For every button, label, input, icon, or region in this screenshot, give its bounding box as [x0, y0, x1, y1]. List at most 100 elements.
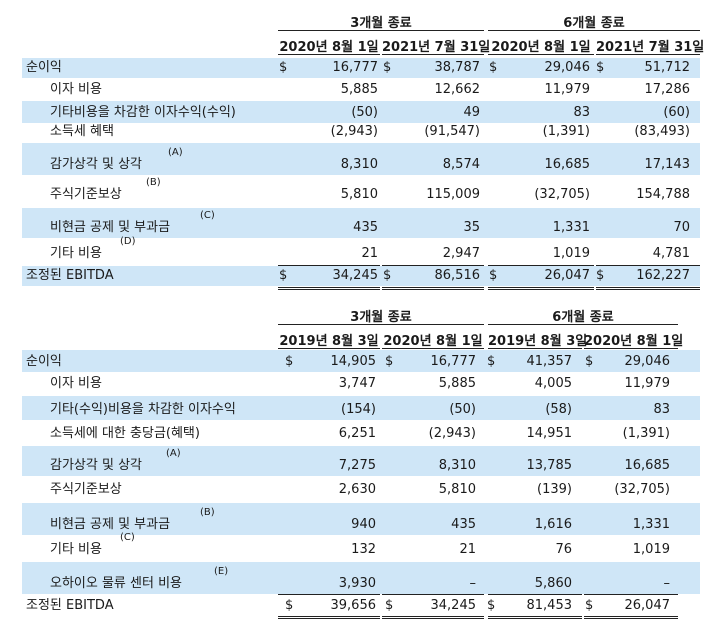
total-double-rule [278, 287, 380, 290]
row-label: 소득세 혜택 [50, 124, 114, 139]
ebitda-table-2: 3개월 종료 6개월 종료 2019년 8월 3일 2020년 8월 1일 20… [0, 300, 717, 632]
value-cell: 7,275 [338, 458, 376, 473]
currency-symbol: $ [487, 354, 496, 369]
value-cell: 83 [653, 402, 670, 417]
value-cell: – [663, 576, 671, 591]
currency-symbol: $ [596, 60, 605, 75]
row-label: 기타 비용 [50, 542, 102, 557]
header-6-months: 6개월 종료 [488, 306, 678, 325]
col-date-4: 2021년 7월 31일 [596, 36, 704, 55]
row-label: 주식기준보상 [50, 482, 122, 497]
value-cell: 1,331 [552, 220, 590, 235]
total-rule [278, 594, 380, 595]
value-cell: 4,781 [652, 246, 690, 261]
value-cell: 5,810 [438, 482, 476, 497]
value-cell: 8,310 [438, 458, 476, 473]
value-cell: 81,453 [526, 598, 573, 613]
footnote-marker: (B) [200, 507, 215, 518]
value-cell: 4,005 [534, 376, 572, 391]
footnote-marker: (E) [214, 566, 229, 577]
currency-symbol: $ [585, 598, 594, 613]
value-cell: 12,662 [434, 82, 481, 97]
value-cell: 29,046 [544, 60, 591, 75]
table-row: 주식기준보상 2,630 5,810 (139) (32,705) [22, 478, 700, 500]
value-cell: 13,785 [526, 458, 573, 473]
value-cell: 16,685 [544, 157, 591, 172]
value-cell: 435 [353, 220, 378, 235]
currency-symbol: $ [383, 60, 392, 75]
row-label: 오하이오 물류 센터 비용 [50, 576, 182, 591]
currency-symbol: $ [385, 598, 394, 613]
value-cell: 26,047 [544, 268, 591, 283]
table-row: 기타 비용 (D) 21 2,947 1,019 4,781 [22, 236, 700, 264]
total-double-rule [596, 287, 700, 290]
currency-symbol: $ [383, 268, 392, 283]
currency-symbol: $ [279, 60, 288, 75]
row-label: 기타비용을 차감한 이자수익(수익) [50, 105, 236, 120]
row-label: 순이익 [26, 60, 62, 75]
value-cell: 132 [351, 542, 376, 557]
value-cell: 3,747 [338, 376, 376, 391]
value-cell: 8,574 [442, 157, 480, 172]
value-cell: 17,143 [644, 157, 691, 172]
value-cell: 154,788 [636, 187, 690, 202]
row-label: 비현금 공제 및 부과금 [50, 220, 171, 235]
table-row: 소득세에 대한 충당금(혜택) 6,251 (2,943) 14,951 (1,391) [22, 420, 700, 444]
currency-symbol: $ [489, 268, 498, 283]
table-row: 오하이오 물류 센터 비용 (E) 3,930 – 5,860 – [22, 562, 700, 594]
total-double-rule [278, 616, 380, 619]
value-cell: 8,310 [340, 157, 378, 172]
currency-symbol: $ [596, 268, 605, 283]
row-label: 기타(수익)비용을 차감한 이자수익 [50, 402, 236, 417]
currency-symbol: $ [385, 354, 394, 369]
col-date-3: 2020년 8월 1일 [488, 36, 594, 55]
value-cell: 162,227 [636, 268, 690, 283]
header-3-months: 3개월 종료 [278, 12, 484, 31]
row-label: 순이익 [26, 354, 62, 369]
table-row: 주식기준보상 (B) 5,810 115,009 (32,705) 154,788 [22, 177, 700, 205]
total-double-rule [382, 616, 484, 619]
total-rule [596, 265, 700, 266]
value-cell: 17,286 [644, 82, 691, 97]
col-date-3: 2019년 8월 3일 [488, 330, 587, 349]
table-row: 기타 비용 (C) 132 21 76 1,019 [22, 532, 700, 560]
currency-symbol: $ [487, 598, 496, 613]
ebitda-table-1: 3개월 종료 6개월 종료 2020년 8월 1일 2021년 7월 31일 2… [0, 0, 717, 300]
value-cell: (58) [545, 402, 572, 417]
row-label: 조정된 EBITDA [26, 598, 114, 613]
value-cell: 14,905 [330, 354, 377, 369]
value-cell: 1,019 [632, 542, 670, 557]
total-rule [488, 594, 582, 595]
value-cell: 5,860 [534, 576, 572, 591]
table-row: 조정된 EBITDA $34,245 $86,516 $26,047 $162,227 [22, 266, 700, 286]
value-cell: (91,547) [424, 124, 480, 139]
col-date-1: 2019년 8월 3일 [278, 330, 380, 349]
table-row: 순이익 $16,777 $38,787 $29,046 $51,712 [22, 58, 700, 78]
row-label: 소득세에 대한 충당금(혜택) [50, 426, 200, 441]
value-cell: (1,391) [542, 124, 590, 139]
total-rule [278, 265, 380, 266]
table-row: 비현금 공제 및 부과금 (C) 435 35 1,331 70 [22, 208, 700, 238]
header-6-months: 6개월 종료 [488, 12, 700, 31]
table-row: 이자 비용 5,885 12,662 11,979 17,286 [22, 80, 700, 100]
value-cell: 940 [351, 517, 376, 532]
footnote-marker: (D) [120, 236, 136, 247]
value-cell: 16,777 [430, 354, 477, 369]
footnote-marker: (C) [120, 532, 135, 543]
row-label: 조정된 EBITDA [26, 268, 114, 283]
value-cell: 76 [555, 542, 572, 557]
row-label: 이자 비용 [50, 376, 102, 391]
value-cell: 35 [463, 220, 480, 235]
value-cell: 70 [673, 220, 690, 235]
table-row: 이자 비용 3,747 5,885 4,005 11,979 [22, 374, 700, 394]
row-label: 이자 비용 [50, 82, 102, 97]
value-cell: 1,019 [552, 246, 590, 261]
row-label: 감가상각 및 상각 [50, 458, 142, 473]
value-cell: 49 [463, 105, 480, 120]
value-cell: 29,046 [624, 354, 671, 369]
row-label: 주식기준보상 [50, 187, 122, 202]
currency-symbol: $ [285, 598, 294, 613]
value-cell: (2,943) [428, 426, 476, 441]
table-row: 순이익 $14,905 $16,777 $41,357 $29,046 [22, 350, 700, 372]
table-row: 기타(수익)비용을 차감한 이자수익 (154) (50) (58) 83 [22, 396, 700, 420]
